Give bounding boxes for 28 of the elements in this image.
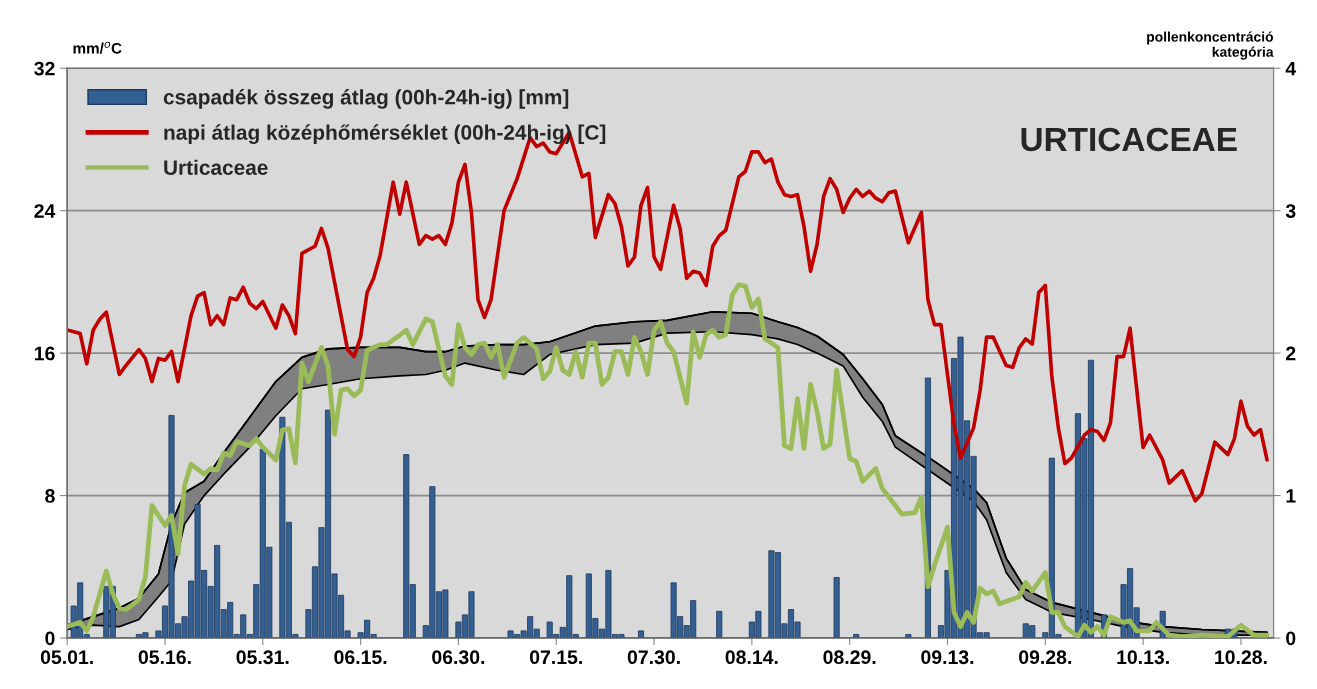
x-tick-label: 07.30. [627,650,680,665]
y2-tick-label: 0 [1286,631,1296,646]
x-tick-label: 08.29. [823,650,876,665]
y2-tick-label: 2 [1286,346,1296,361]
y-tick-label: 8 [45,489,55,503]
y-tick-label: 32 [34,61,55,76]
x-tick-label: 10.28. [1215,650,1267,665]
y-tick-label: 0 [45,631,55,646]
legend-label: Urticaceae [164,159,268,175]
x-tick-label: 07.15. [529,650,582,665]
legend-label: csapadék összeg átlag (00h-24h-ig) [mm] [163,89,569,109]
x-tick-label: 05.01. [40,650,93,665]
y2-tick-label: 1 [1286,489,1296,503]
y-tick-label: 16 [34,346,55,361]
x-tick-label: 10.13. [1117,650,1169,665]
x-tick-label: 08.14. [725,650,778,665]
x-tick-label: 05.31. [236,650,289,665]
y2-tick-label: 3 [1285,204,1296,218]
x-tick-label: 06.15. [334,650,387,665]
x-tick-label: 09.13. [921,650,974,665]
y-tick-label: 24 [34,204,56,218]
x-tick-label: 09.28. [1019,650,1071,665]
x-tick-label: 05.16. [138,650,191,665]
y2-axis-title: pollenkoncentráció kategória [1147,31,1274,60]
x-tick-label: 06.30. [432,650,485,665]
y2-tick-label: 4 [1285,61,1297,76]
text: URTICACEAE [1021,127,1237,152]
y-axis-title: mm/$^{o}$C [73,41,122,54]
